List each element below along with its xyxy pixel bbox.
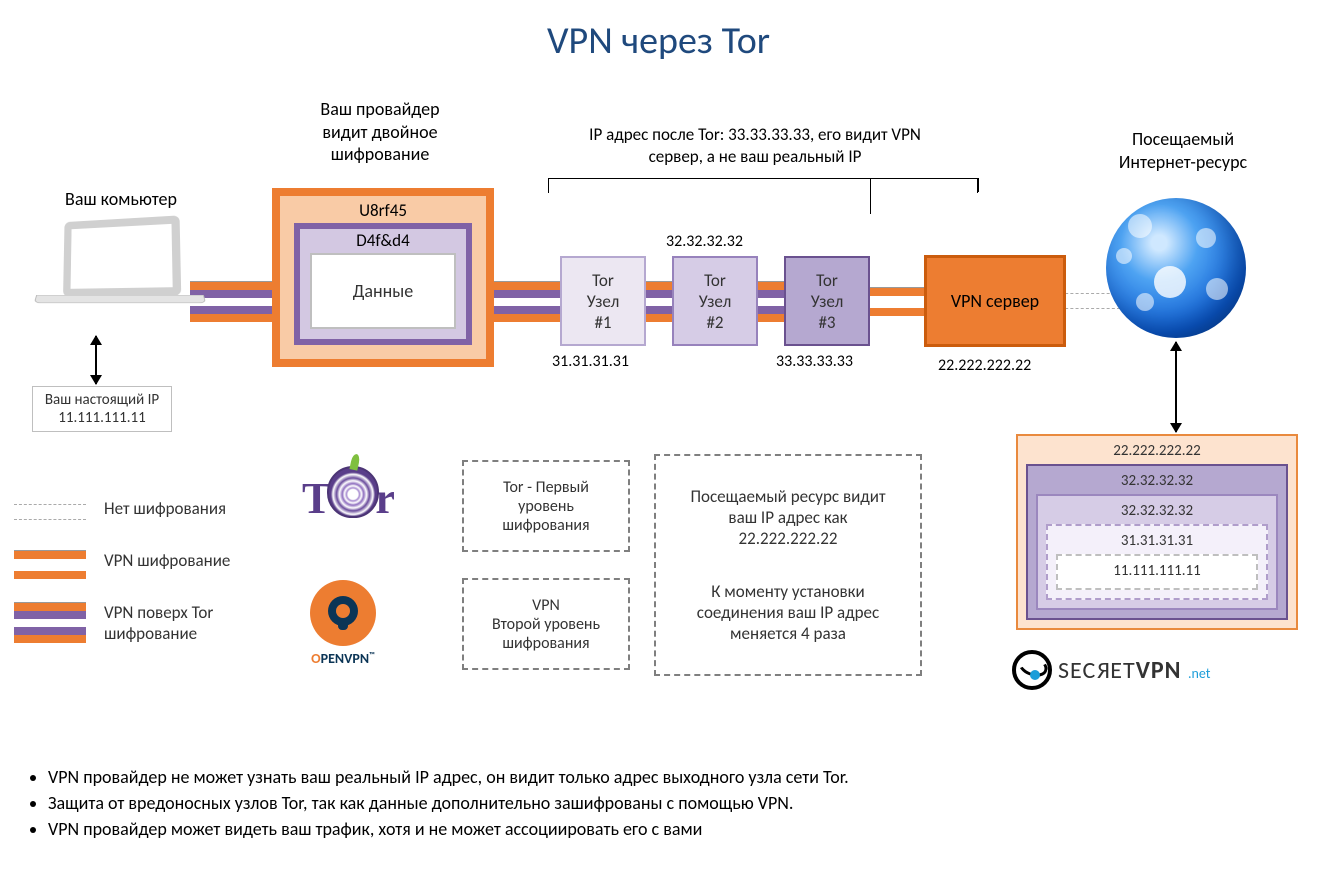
- label-ip-after-tor: IP адрес после Tor: 33.33.33.33, его вид…: [540, 124, 970, 168]
- label-visited-resource: Посещаемый Интернет-ресурс: [1078, 128, 1288, 173]
- label-provider: Ваш провайдер видит двойное шифрование: [255, 98, 505, 166]
- svpn-mid: ET: [1110, 656, 1135, 685]
- tor-node-1-ip: 31.31.31.31: [552, 352, 629, 371]
- bracket-tor-nodes: [548, 178, 978, 179]
- resource-info-box: Посещаемый ресурс видит ваш IP адрес как…: [654, 454, 922, 676]
- openvpn-text-rest: PENVPN: [321, 650, 369, 667]
- legend-vpn: VPN шифрование: [14, 550, 230, 578]
- page-title: VPN через Tor: [0, 18, 1317, 64]
- globe-icon: [1106, 198, 1246, 338]
- legend-none-label: Нет шифрования: [104, 498, 226, 519]
- nest-ip-4: 11.111.111.11: [1066, 562, 1248, 580]
- nest-ip-0: 22.222.222.22: [1026, 442, 1288, 460]
- resource-info-line2: К моменту установки соединения ваш IP ад…: [666, 581, 910, 644]
- vpn-server-label: VPN сервер: [951, 290, 1039, 312]
- tor-node-3-ip: 33.33.33.33: [776, 352, 853, 371]
- vpn-server-box: VPN сервер: [924, 255, 1066, 347]
- bullet-list: VPN провайдер не может узнать ваш реальн…: [26, 766, 1226, 844]
- arrow-laptop-ip: [95, 336, 97, 384]
- resource-info-line1: Посещаемый ресурс видит ваш IP адрес как…: [666, 486, 910, 549]
- bullet-1: VPN провайдер не может узнать ваш реальн…: [48, 766, 1226, 788]
- bullet-3: VPN провайдер может видеть ваш трафик, х…: [48, 818, 1226, 840]
- nest-ip-2: 32.32.32.32: [1046, 502, 1268, 520]
- svpn-bold: VPN: [1136, 656, 1182, 685]
- nest-ip-1: 32.32.32.32: [1036, 472, 1278, 490]
- tor-logo: T r: [302, 466, 395, 524]
- provider-inner: Данные: [310, 253, 456, 329]
- real-ip-label: Ваш настоящий IP: [41, 391, 163, 409]
- tor-node-2-ip: 32.32.32.32: [666, 232, 743, 251]
- legend-vpn-label: VPN шифрование: [104, 550, 230, 571]
- enc-tor-box: Tor - Первый уровень шифрования: [462, 460, 630, 552]
- enc-vpn-box: VPN Второй уровень шифрования: [462, 578, 630, 670]
- tor-node-2: Tor Узел #2: [672, 256, 758, 346]
- wire-provider-tor1: [490, 281, 570, 321]
- tor-node-1: Tor Узел #1: [560, 256, 646, 346]
- bullet-2: Защита от вредоносных узлов Tor, так как…: [48, 792, 1226, 814]
- laptop-icon: [60, 218, 205, 306]
- mid-cipher-label: D4f&d4: [318, 230, 448, 251]
- callout-line: [870, 178, 871, 214]
- vpn-server-ip: 22.222.222.22: [938, 356, 1031, 375]
- openvpn-logo: OPENVPN™: [310, 580, 376, 667]
- label-your-computer: Ваш комьютер: [36, 188, 206, 210]
- nested-ip-stack: 22.222.222.22 32.32.32.32 32.32.32.32 31…: [1016, 434, 1298, 630]
- callout-line-2: [978, 178, 979, 192]
- secretvpn-logo: SECRETVPN .net: [1012, 650, 1210, 690]
- provider-box: U8rf45 Данные: [272, 188, 494, 367]
- legend-vpn-tor-label: VPN поверх Tor шифрование: [104, 602, 213, 644]
- svpn-net: .net: [1188, 665, 1210, 682]
- arrow-globe-nest: [1175, 342, 1177, 432]
- svpn-r: R: [1096, 656, 1110, 685]
- real-ip-value: 11.111.111.11: [41, 409, 163, 427]
- legend-vpn-tor: VPN поверх Tor шифрование: [14, 602, 213, 644]
- legend-none: Нет шифрования: [14, 498, 226, 526]
- svpn-pre: SEC: [1058, 656, 1096, 685]
- real-ip-box: Ваш настоящий IP 11.111.111.11: [32, 386, 172, 432]
- data-label: Данные: [353, 280, 413, 302]
- tor-node-3: Tor Узел #3: [784, 256, 870, 346]
- nest-ip-3: 31.31.31.31: [1056, 532, 1258, 550]
- outer-cipher: U8rf45: [280, 200, 486, 221]
